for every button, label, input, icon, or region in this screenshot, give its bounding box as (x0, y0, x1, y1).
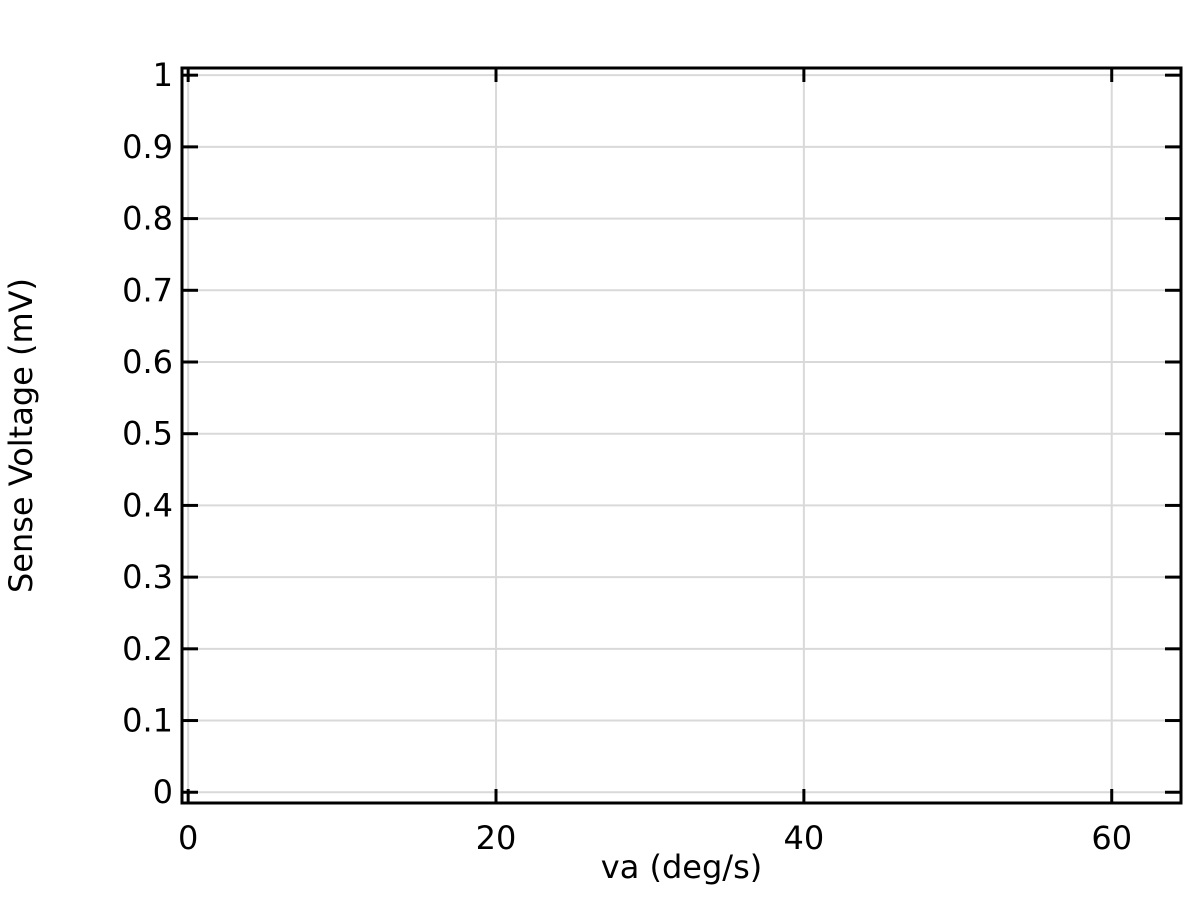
y-tick-label: 0.6 (122, 343, 173, 381)
y-tick-label: 0.9 (122, 128, 173, 166)
y-tick-label: 0.8 (122, 200, 173, 238)
y-tick-label: 0 (153, 773, 173, 811)
y-tick-labels: 0 0.1 0.2 0.3 0.4 0.5 0.6 0.7 0.8 0.9 1 (122, 56, 173, 811)
x-tick-labels: 0 20 40 60 (178, 819, 1132, 857)
y-tick-label: 0.4 (122, 486, 173, 524)
y-tick-label: 1 (153, 56, 173, 94)
y-tick-label: 0.5 (122, 415, 173, 453)
x-tick-label: 40 (784, 819, 825, 857)
x-tick-label: 0 (178, 819, 198, 857)
y-axis-label: Sense Voltage (mV) (2, 278, 40, 593)
y-tick-label: 0.2 (122, 630, 173, 668)
y-tick-label: 0.3 (122, 558, 173, 596)
grid-lines (182, 68, 1181, 803)
x-tick-label: 20 (476, 819, 517, 857)
x-axis-label: va (deg/s) (601, 848, 762, 886)
plot-area-frame (180, 66, 1183, 805)
axis-ticks (182, 68, 1181, 803)
x-tick-label: 60 (1091, 819, 1132, 857)
y-tick-label: 0.7 (122, 271, 173, 309)
y-tick-label: 0.1 (122, 702, 173, 740)
